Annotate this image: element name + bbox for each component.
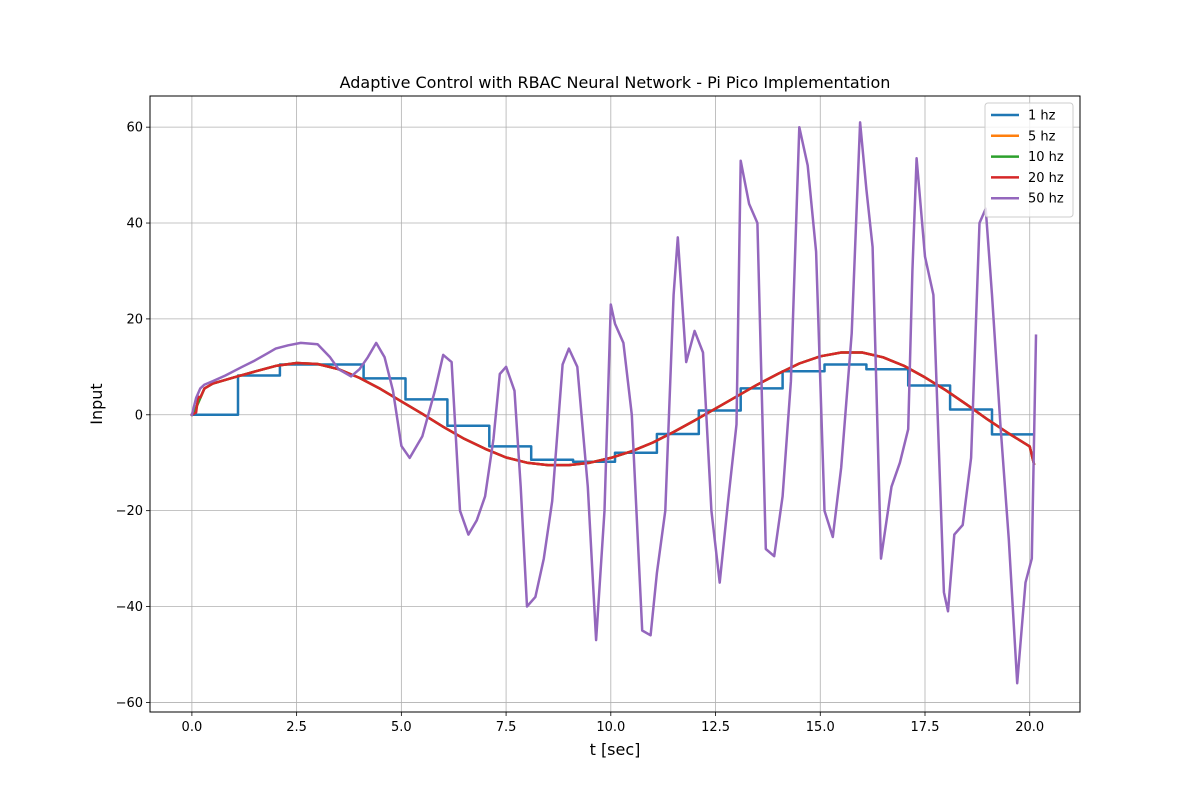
legend-label: 50 hz [1028,192,1064,207]
y-axis-label: Input [87,383,106,424]
legend-box [984,102,1074,218]
legend: 1 hz 5 hz 10 hz 20 hz 50 hz [984,102,1074,218]
x-tick-label: 7.5 [496,720,517,735]
y-tick-label: 40 [126,217,143,232]
y-tick-label: 0 [135,408,143,423]
y-tick-label: −60 [116,696,143,711]
y-axis-ticks: −60 −40 −20 0 20 40 60 [116,121,150,711]
legend-label: 10 hz [1028,150,1064,165]
y-tick-label: 20 [126,312,143,327]
x-tick-label: 10.0 [596,720,625,735]
y-tick-label: −20 [116,504,143,519]
x-axis-ticks: 0.0 2.5 5.0 7.5 10.0 12.5 15.0 17.5 20.0 [182,712,1044,735]
legend-label: 20 hz [1028,171,1064,186]
series-lines [190,121,1038,685]
x-tick-label: 0.0 [182,720,203,735]
plot-frame [149,95,1081,713]
x-tick-label: 15.0 [806,720,835,735]
x-tick-label: 5.0 [391,720,412,735]
legend-label: 1 hz [1028,109,1056,124]
chart-title: Adaptive Control with RBAC Neural Networ… [340,73,891,92]
x-tick-label: 12.5 [701,720,730,735]
x-tick-label: 17.5 [911,720,940,735]
series-line-50hz [190,121,1038,685]
x-tick-label: 2.5 [286,720,307,735]
x-tick-label: 20.0 [1015,720,1044,735]
x-axis-label: t [sec] [590,740,641,759]
legend-label: 5 hz [1028,129,1056,144]
series-line-20hz [190,351,1036,467]
y-tick-label: 60 [126,121,143,136]
y-tick-label: −40 [116,600,143,615]
